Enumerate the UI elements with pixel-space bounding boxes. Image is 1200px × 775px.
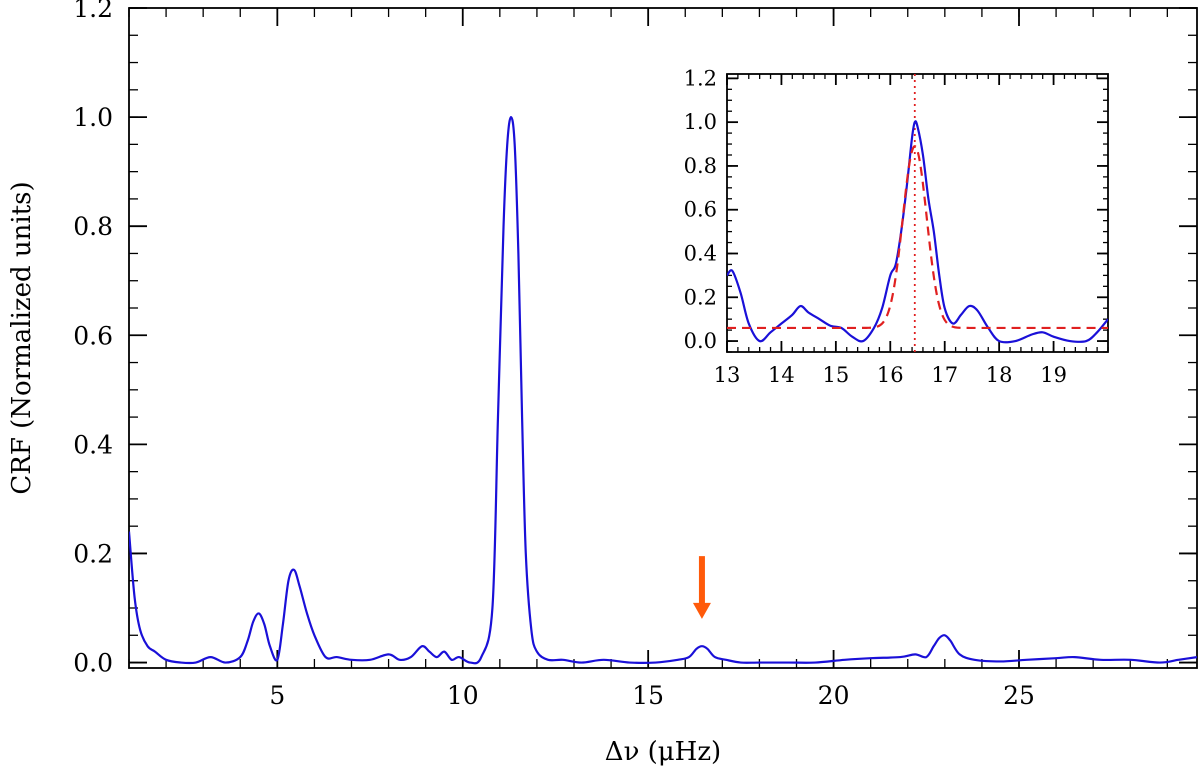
inset-y-tick-label: 0.2 <box>684 285 717 309</box>
inset-y-tick-label: 0.8 <box>684 154 717 178</box>
inset-x-tick-label: 15 <box>822 363 849 387</box>
main-y-tick-label: 0.2 <box>73 539 113 568</box>
inset-plot-area <box>727 74 1108 352</box>
main-x-tick-label: 5 <box>269 681 285 710</box>
main-plot-frame <box>128 7 1198 669</box>
inset-x-tick-label: 16 <box>877 363 904 387</box>
inset-panel: 13 14 15 16 17 18 19 0.0 0.2 0.4 0.6 0.8 1.0 1.2 <box>684 66 1109 387</box>
main-panel: 5 10 15 20 25 0.0 0.2 0.4 0.6 0.8 1.0 1.2 Δν (μHz) CR… <box>7 0 1198 767</box>
inset-y-tick-label: 0.0 <box>684 329 717 353</box>
main-y-tick-label: 0.4 <box>73 430 113 459</box>
x-axis-title: Δν (μHz) <box>605 737 721 767</box>
main-x-tick-label: 15 <box>632 681 664 710</box>
main-y-tick-label: 1.0 <box>73 103 113 132</box>
y-axis-title: CRF (Normalized units) <box>7 181 37 494</box>
main-y-tick-label: 0.6 <box>73 321 113 350</box>
main-x-tick-label: 10 <box>447 681 479 710</box>
main-y-tick-label: 0.8 <box>73 212 113 241</box>
main-plot-area <box>129 115 1197 665</box>
inset-y-tick-label: 1.0 <box>684 110 717 134</box>
arrow-head <box>692 602 711 619</box>
main-y-tick-label: 0.0 <box>73 649 113 678</box>
main-x-tick-label: 25 <box>1003 681 1035 710</box>
inset-series-line-1 <box>727 145 1108 330</box>
inset-y-tick-label: 0.4 <box>684 241 717 265</box>
inset-x-tick-label: 14 <box>768 363 795 387</box>
inset-x-tick-label: 17 <box>931 363 958 387</box>
main-x-tick-label: 20 <box>818 681 850 710</box>
inset-x-tick-label: 13 <box>714 363 741 387</box>
inset-plot-frame <box>726 73 1109 353</box>
inset-x-tick-label: 18 <box>986 363 1013 387</box>
inset-y-tick-label: 0.6 <box>684 198 717 222</box>
inset-y-tick-label: 1.2 <box>684 66 717 90</box>
main-series-line-0 <box>129 115 1197 665</box>
inset-series-line-0 <box>727 120 1108 344</box>
main-y-tick-label: 1.2 <box>73 0 113 23</box>
inset-x-tick-label: 19 <box>1040 363 1067 387</box>
inset-background <box>726 73 1109 353</box>
